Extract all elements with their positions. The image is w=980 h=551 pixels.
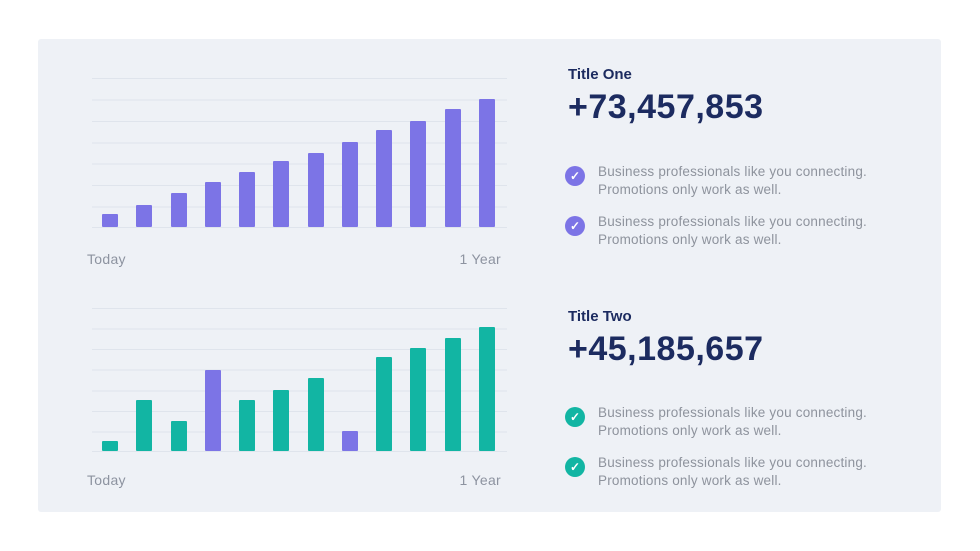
check-icon: ✓ (565, 166, 585, 186)
stat-one-title: Title One (568, 66, 632, 83)
bullet-text: Business professionals like you connecti… (598, 213, 867, 249)
infographic-card: Today 1 Year Today 1 Year Title One +73,… (38, 39, 941, 512)
bullet-line-2: Promotions only work as well. (598, 182, 782, 197)
stat-one-value: +73,457,853 (568, 88, 764, 126)
bullet-line-1: Business professionals like you connecti… (598, 214, 867, 229)
bullet-line-2: Promotions only work as well. (598, 473, 782, 488)
check-icon: ✓ (565, 216, 585, 236)
stat-one-bullets: ✓ Business professionals like you connec… (565, 163, 867, 249)
bullet-line-2: Promotions only work as well. (598, 232, 782, 247)
chart-top-bar-12 (478, 98, 495, 227)
bullet-item: ✓ Business professionals like you connec… (565, 213, 867, 249)
chart-top-bar-4 (204, 182, 221, 227)
bullet-line-1: Business professionals like you connecti… (598, 164, 867, 179)
bullet-line-2: Promotions only work as well. (598, 423, 782, 438)
check-glyph: ✓ (569, 219, 581, 233)
bullet-item: ✓ Business professionals like you connec… (565, 404, 867, 440)
bar-chart-two-axis-labels: Today 1 Year (87, 473, 501, 487)
chart-top-bar-5 (239, 171, 256, 227)
chart-top-bar-6 (273, 161, 290, 227)
chart-top-bar-7 (307, 152, 324, 227)
bar-chart-one-plot-area (92, 78, 507, 228)
chart-bottom-bar-9 (376, 356, 393, 451)
chart-bottom-bar-10 (410, 348, 427, 451)
bar-chart-two-bars (92, 308, 507, 451)
chart-bottom-bar-6 (273, 389, 290, 451)
chart-top-bar-9 (376, 130, 393, 227)
chart-top-bar-2 (136, 204, 153, 227)
check-glyph: ✓ (569, 169, 581, 183)
bullet-line-1: Business professionals like you connecti… (598, 455, 867, 470)
stat-two: Title Two +45,185,657 (568, 308, 764, 368)
check-icon: ✓ (565, 407, 585, 427)
chart-bottom-bar-12 (478, 326, 495, 451)
chart-top-bar-10 (410, 121, 427, 227)
check-glyph: ✓ (569, 410, 581, 424)
chart-bottom-bar-4 (204, 369, 221, 451)
bullet-item: ✓ Business professionals like you connec… (565, 454, 867, 490)
chart-bottom-bar-7 (307, 378, 324, 451)
chart-bottom-bar-8 (341, 430, 358, 451)
check-icon: ✓ (565, 457, 585, 477)
chart-top-bar-3 (170, 192, 187, 227)
bullet-text: Business professionals like you connecti… (598, 404, 867, 440)
stat-two-title: Title Two (568, 308, 632, 325)
chart-bottom-bar-5 (239, 399, 256, 451)
axis-label-one-year: 1 Year (459, 472, 501, 488)
chart-top-bar-1 (102, 213, 118, 227)
bar-chart-one-bars (92, 78, 507, 227)
chart-bottom-bar-1 (102, 441, 118, 451)
chart-bottom-bar-3 (170, 420, 187, 451)
chart-bottom-bar-2 (136, 399, 153, 451)
chart-top-bar-8 (341, 142, 358, 227)
axis-label-today: Today (87, 472, 126, 488)
bar-chart-two-plot-area (92, 308, 507, 452)
bullet-text: Business professionals like you connecti… (598, 163, 867, 199)
bullet-item: ✓ Business professionals like you connec… (565, 163, 867, 199)
stat-two-bullets: ✓ Business professionals like you connec… (565, 404, 867, 490)
stat-two-value: +45,185,657 (568, 330, 764, 368)
axis-label-one-year: 1 Year (459, 251, 501, 267)
axis-label-today: Today (87, 251, 126, 267)
chart-bottom-bar-11 (444, 338, 461, 451)
stat-one: Title One +73,457,853 (568, 66, 764, 126)
chart-top-bar-11 (444, 109, 461, 227)
bullet-text: Business professionals like you connecti… (598, 454, 867, 490)
check-glyph: ✓ (569, 460, 581, 474)
bar-chart-one-axis-labels: Today 1 Year (87, 252, 501, 266)
bullet-line-1: Business professionals like you connecti… (598, 405, 867, 420)
